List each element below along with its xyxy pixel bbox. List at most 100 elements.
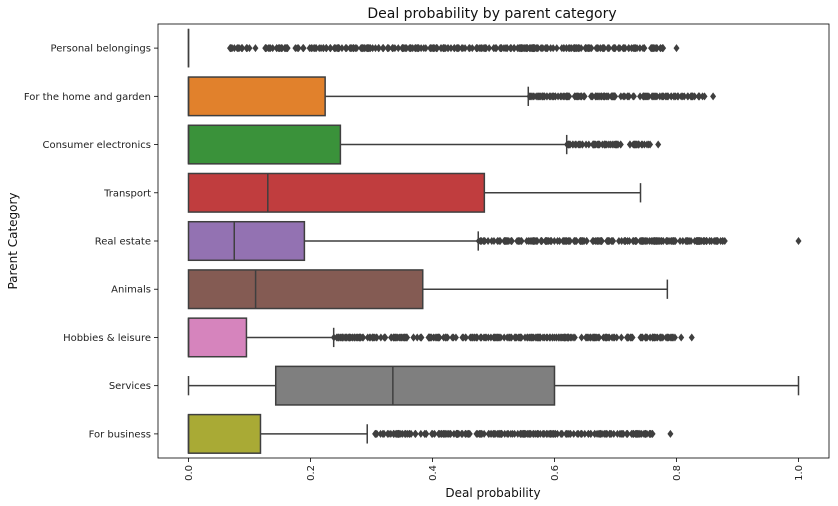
- outlier-point: [469, 44, 476, 53]
- outlier-point: [414, 333, 421, 342]
- outlier-point: [537, 92, 544, 101]
- outlier-point: [691, 237, 698, 245]
- outlier-point: [505, 333, 512, 342]
- outlier-point: [369, 333, 376, 342]
- outlier-point: [541, 333, 548, 342]
- outlier-point: [492, 333, 499, 342]
- outlier-point: [530, 92, 537, 101]
- outlier-point: [558, 44, 565, 53]
- outlier-point: [534, 44, 541, 53]
- outlier-point: [595, 92, 602, 101]
- outlier-point: [667, 429, 674, 438]
- outlier-point: [393, 429, 400, 438]
- outlier-point: [450, 429, 457, 438]
- outlier-point: [357, 333, 364, 342]
- outlier-point: [574, 92, 581, 101]
- outlier-point: [477, 333, 484, 342]
- box: [187, 413, 262, 454]
- outlier-point: [672, 92, 679, 101]
- y-tick-label: Animals: [111, 285, 151, 296]
- outlier-point: [402, 44, 409, 53]
- outlier-point: [601, 92, 608, 101]
- y-tick-label: Consumer electronics: [42, 140, 151, 151]
- outlier-point: [678, 333, 685, 342]
- outlier-point: [593, 333, 600, 342]
- outlier-point: [236, 44, 243, 53]
- outlier-point: [651, 237, 658, 245]
- outlier-point: [587, 429, 594, 438]
- outlier-point: [632, 237, 639, 245]
- outlier-point: [601, 140, 608, 149]
- outlier-point: [636, 429, 643, 438]
- outlier-point: [655, 237, 662, 245]
- outlier-point: [633, 429, 640, 438]
- outlier-point: [609, 237, 616, 245]
- outlier-point: [570, 333, 577, 342]
- outlier-point: [583, 333, 590, 342]
- outlier-point: [292, 44, 299, 53]
- outlier-point: [493, 44, 500, 53]
- outlier-point: [246, 44, 253, 53]
- outlier-point: [367, 44, 374, 53]
- outlier-point: [327, 44, 334, 53]
- outlier-point: [433, 44, 440, 53]
- outlier-point: [524, 44, 531, 53]
- outlier-point: [695, 237, 702, 245]
- outlier-point: [408, 429, 415, 438]
- outlier-point: [283, 44, 290, 53]
- outlier-point: [423, 429, 430, 438]
- outlier-point: [524, 429, 531, 438]
- outlier-point: [553, 44, 560, 53]
- outlier-point: [558, 92, 565, 101]
- outlier-point: [605, 140, 612, 149]
- outlier-point: [435, 333, 442, 342]
- outlier-point: [269, 44, 276, 53]
- box-group-services: [187, 365, 800, 406]
- plot-area: [187, 28, 802, 454]
- outlier-point: [575, 44, 582, 53]
- outlier-point: [595, 429, 602, 438]
- outlier-point: [615, 44, 622, 53]
- outlier-point: [422, 44, 429, 53]
- outlier-point: [418, 333, 425, 342]
- box: [187, 172, 486, 213]
- outlier-point: [447, 429, 454, 438]
- outlier-point: [377, 333, 384, 342]
- outlier-point: [609, 92, 616, 101]
- outlier-point: [619, 429, 626, 438]
- outlier-point: [684, 92, 691, 101]
- outlier-point: [497, 44, 504, 53]
- outlier-point: [511, 429, 518, 438]
- outlier-point: [486, 44, 493, 53]
- outlier-point: [550, 92, 557, 101]
- outlier-point: [514, 429, 521, 438]
- outlier-point: [576, 140, 583, 149]
- outlier-point: [653, 44, 660, 53]
- outlier-point: [381, 333, 388, 342]
- outlier-point: [406, 44, 413, 53]
- outlier-point: [399, 44, 406, 53]
- outlier-point: [618, 333, 625, 342]
- outlier-point: [583, 140, 590, 149]
- outlier-point: [624, 92, 631, 101]
- outlier-point: [530, 237, 537, 245]
- outlier-point: [502, 237, 509, 245]
- outlier-point: [417, 429, 424, 438]
- outlier-point: [364, 333, 371, 342]
- outlier-point: [657, 44, 664, 53]
- outlier-point: [537, 333, 544, 342]
- outlier-point: [440, 429, 447, 438]
- outlier-point: [459, 333, 466, 342]
- outlier-point: [516, 44, 523, 53]
- outlier-point: [672, 237, 679, 245]
- outlier-point: [449, 333, 456, 342]
- outlier-point: [443, 429, 450, 438]
- outlier-point: [473, 44, 480, 53]
- outlier-point: [612, 44, 619, 53]
- outlier-point: [384, 429, 391, 438]
- outlier-point: [550, 44, 557, 53]
- outlier-point: [331, 44, 338, 53]
- outlier-point: [649, 429, 656, 438]
- x-tick-label: 0.6: [550, 465, 561, 481]
- outlier-point: [340, 333, 347, 342]
